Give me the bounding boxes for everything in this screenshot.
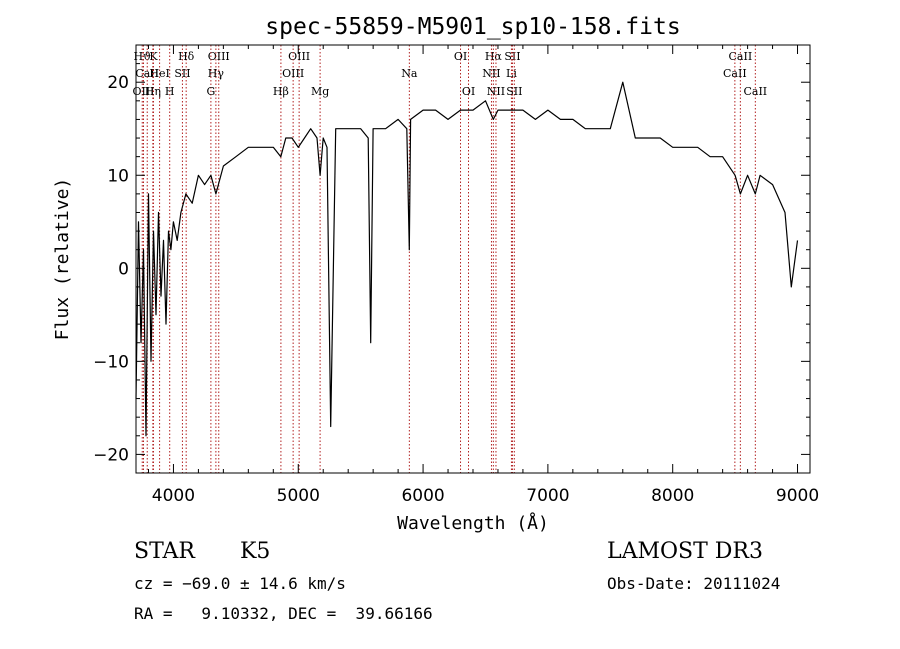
line-label-0: Hϑ bbox=[134, 50, 152, 63]
line-label-17: OI bbox=[454, 50, 467, 63]
line-label-10: Hγ bbox=[208, 67, 225, 80]
chart-title: spec-55859-M5901_sp10-158.fits bbox=[265, 14, 680, 40]
x-tick-label-2: 6000 bbox=[401, 486, 444, 506]
line-label-27: CaII bbox=[743, 85, 767, 98]
y-axis-label: Flux (relative) bbox=[52, 178, 73, 341]
plot-frame bbox=[135, 44, 811, 474]
line-label-16: Na bbox=[401, 67, 418, 80]
line-label-22: Li bbox=[506, 67, 517, 80]
redshift-value: cz = −69.0 ± 14.6 km/s bbox=[134, 574, 346, 593]
object-subclass: K5 bbox=[240, 539, 271, 564]
line-label-15: Mg bbox=[311, 85, 329, 98]
x-tick-label-4: 8000 bbox=[651, 486, 694, 506]
line-label-11: G bbox=[206, 85, 215, 98]
x-tick-label-0: 4000 bbox=[152, 486, 195, 506]
object-class: STAR bbox=[134, 539, 195, 564]
line-label-4: HeI bbox=[149, 67, 169, 80]
y-tick-label-1: −10 bbox=[93, 352, 129, 372]
line-label-2: OIII bbox=[132, 85, 154, 98]
line-label-7: Hδ bbox=[178, 50, 195, 63]
line-label-19: Hα bbox=[485, 50, 503, 63]
y-tick-label-2: 0 bbox=[118, 259, 129, 279]
y-tick-label-3: 10 bbox=[107, 166, 129, 186]
y-tick-label-0: −20 bbox=[93, 445, 129, 465]
line-label-12: OIII bbox=[288, 50, 310, 63]
line-label-26: CaII bbox=[723, 67, 747, 80]
line-label-21: NII bbox=[482, 67, 500, 80]
line-label-13: OIII bbox=[282, 67, 304, 80]
y-axis-ticks: −20 −10 0 10 20 bbox=[93, 63, 810, 465]
spectrum-line-0 bbox=[135, 81, 799, 437]
line-label-23: NII bbox=[487, 85, 505, 98]
line-label-14: Hβ bbox=[273, 85, 289, 98]
line-label-6: H bbox=[165, 85, 175, 98]
observation-date: Obs-Date: 20111024 bbox=[607, 574, 781, 593]
coordinates: RA = 9.10332, DEC = 39.66166 bbox=[134, 604, 433, 623]
line-label-8: SII bbox=[174, 67, 190, 80]
line-label-18: OI bbox=[462, 85, 475, 98]
line-label-5: Hη bbox=[145, 85, 161, 98]
x-tick-label-5: 9000 bbox=[776, 486, 819, 506]
line-label-3: K bbox=[149, 50, 158, 63]
y-tick-label-4: 20 bbox=[107, 73, 129, 93]
spectrum-series bbox=[135, 81, 799, 437]
x-axis-label: Wavelength (Å) bbox=[397, 512, 549, 534]
spectral-line-markers: Hϑ CaII OIII K HeI Hη H Hδ SII OIII Hγ G OIII OIII Hβ M… bbox=[132, 45, 767, 473]
line-label-25: CaII bbox=[729, 50, 753, 63]
line-label-9: OIII bbox=[208, 50, 230, 63]
line-label-20: SII bbox=[504, 50, 520, 63]
x-tick-label-3: 7000 bbox=[526, 486, 569, 506]
x-axis-ticks: 4000 5000 6000 7000 8000 9000 bbox=[147, 45, 819, 506]
line-label-24: SII bbox=[506, 85, 522, 98]
survey-name: LAMOST DR3 bbox=[607, 539, 763, 564]
x-tick-label-1: 5000 bbox=[277, 486, 320, 506]
